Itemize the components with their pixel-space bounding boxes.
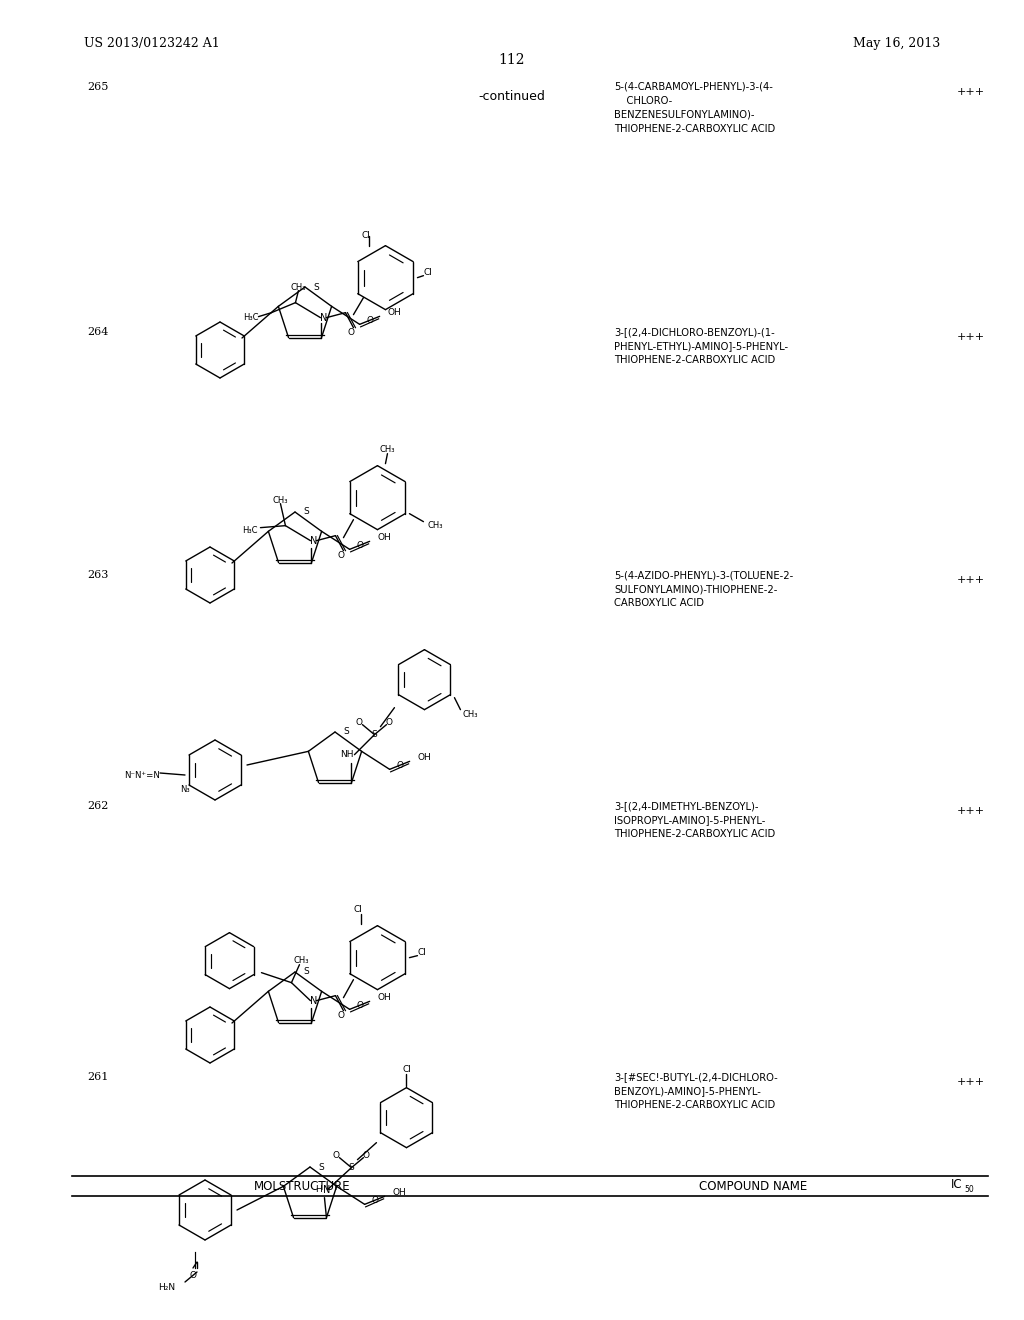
Text: Cl: Cl [418,948,426,957]
Text: O: O [338,552,345,560]
Text: O: O [338,1011,345,1020]
Text: O: O [348,329,355,337]
Text: H₃C: H₃C [242,527,257,535]
Text: H₂N: H₂N [158,1283,175,1292]
Text: IC: IC [951,1177,963,1191]
Text: O: O [333,1151,340,1160]
Text: 3-[#SEC!-BUTYL-(2,4-DICHLORO-
BENZOYL)-AMINO]-5-PHENYL-
THIOPHENE-2-CARBOXYLIC A: 3-[#SEC!-BUTYL-(2,4-DICHLORO- BENZOYL)-A… [614,1072,778,1110]
Text: May 16, 2013: May 16, 2013 [853,37,940,50]
Text: S: S [313,282,318,292]
Text: S: S [343,727,349,737]
Text: 5-(4-AZIDO-PHENYL)-3-(TOLUENE-2-
SULFONYLAMINO)-THIOPHENE-2-
CARBOXYLIC ACID: 5-(4-AZIDO-PHENYL)-3-(TOLUENE-2- SULFONY… [614,570,794,609]
Text: O: O [386,718,393,727]
Text: S: S [318,1163,324,1172]
Text: O: O [371,1196,378,1205]
Text: O: O [362,1151,370,1160]
Text: S: S [303,507,309,516]
Text: H: H [314,1185,322,1195]
Text: OH: OH [418,752,431,762]
Text: CH₃: CH₃ [272,496,288,506]
Text: N: N [310,536,317,545]
Text: US 2013/0123242 A1: US 2013/0123242 A1 [84,37,220,50]
Text: Cl: Cl [361,231,370,240]
Text: S: S [303,968,309,977]
Text: 264: 264 [87,327,109,338]
Text: N₃: N₃ [180,785,189,795]
Text: COMPOUND NAME: COMPOUND NAME [698,1180,807,1192]
Text: S: S [372,730,377,739]
Text: +++: +++ [956,333,985,342]
Text: OH: OH [392,1188,407,1197]
Text: CH₃: CH₃ [427,521,443,531]
Text: 263: 263 [87,570,109,581]
Text: 261: 261 [87,1072,109,1082]
Text: S: S [348,1163,354,1172]
Text: 112: 112 [499,53,525,67]
Text: OH: OH [378,993,391,1002]
Text: N⁻N⁺=N: N⁻N⁺=N [124,771,160,780]
Text: CH₃: CH₃ [463,710,478,719]
Text: +++: +++ [956,87,985,96]
Text: MOLSTRUCTURE: MOLSTRUCTURE [254,1180,350,1192]
Text: CH₃: CH₃ [380,445,395,454]
Text: NH: NH [340,750,353,759]
Text: OH: OH [388,308,401,317]
Text: Cl: Cl [353,906,361,915]
Text: +++: +++ [956,807,985,816]
Text: CH₃: CH₃ [294,956,309,965]
Text: 3-[(2,4-DIMETHYL-BENZOYL)-
ISOPROPYL-AMINO]-5-PHENYL-
THIOPHENE-2-CARBOXYLIC ACI: 3-[(2,4-DIMETHYL-BENZOYL)- ISOPROPYL-AMI… [614,801,775,840]
Text: N: N [310,995,317,1006]
Text: +++: +++ [956,1077,985,1086]
Text: H₃C: H₃C [243,313,258,322]
Text: O: O [396,760,403,770]
Text: O: O [356,718,362,727]
Text: 262: 262 [87,801,109,812]
Text: O: O [356,1001,364,1010]
Text: CH₃: CH₃ [291,284,306,292]
Text: O: O [356,541,364,550]
Text: 265: 265 [87,82,109,92]
Text: N: N [319,313,327,322]
Text: OH: OH [378,533,391,541]
Text: O: O [367,315,373,325]
Text: Cl: Cl [424,268,432,277]
Text: 5-(4-CARBAMOYL-PHENYL)-3-(4-
    CHLORO-
BENZENESULFONYLAMINO)-
THIOPHENE-2-CARB: 5-(4-CARBAMOYL-PHENYL)-3-(4- CHLORO- BEN… [614,82,775,133]
Text: -continued: -continued [478,90,546,103]
Text: 3-[(2,4-DICHLORO-BENZOYL)-(1-
PHENYL-ETHYL)-AMINO]-5-PHENYL-
THIOPHENE-2-CARBOXY: 3-[(2,4-DICHLORO-BENZOYL)-(1- PHENYL-ETH… [614,327,788,366]
Text: +++: +++ [956,576,985,585]
Text: Cl: Cl [402,1065,411,1074]
Text: N: N [324,1184,331,1195]
Text: O: O [189,1270,197,1279]
Text: 50: 50 [965,1184,975,1193]
